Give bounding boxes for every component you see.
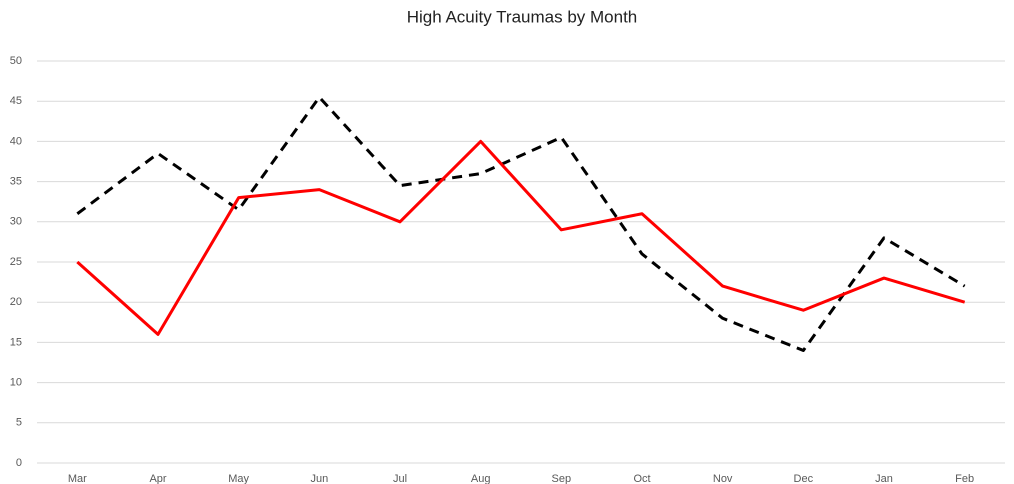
y-tick-label: 45: [10, 95, 22, 107]
x-tick-label: Apr: [149, 473, 166, 484]
y-tick-label: 50: [10, 55, 22, 67]
y-tick-label: 0: [16, 457, 22, 469]
x-tick-label: Nov: [713, 473, 733, 484]
x-tick-label: Oct: [633, 473, 650, 484]
y-tick-label: 10: [10, 377, 22, 389]
series-line: [76, 95, 966, 352]
x-tick-label: May: [228, 473, 249, 484]
x-tick-label: Sep: [552, 473, 572, 484]
chart-title: High Acuity Traumas by Month: [407, 7, 638, 26]
y-tick-label: 35: [10, 176, 22, 188]
x-tick-label: Feb: [955, 473, 974, 484]
x-tick-label: Jan: [875, 473, 893, 484]
x-tick-label: Aug: [471, 473, 491, 484]
y-tick-label: 25: [10, 256, 22, 268]
series-line: [76, 139, 966, 336]
x-tick-label: Jun: [310, 473, 328, 484]
y-tick-label: 20: [10, 296, 22, 308]
y-tick-label: 5: [16, 417, 22, 429]
x-tick-label: Mar: [68, 473, 87, 484]
y-tick-label: 15: [10, 336, 22, 348]
x-tick-label: Jul: [393, 473, 407, 484]
y-tick-label: 40: [10, 135, 22, 147]
x-tick-label: Dec: [794, 473, 814, 484]
y-tick-label: 30: [10, 216, 22, 228]
